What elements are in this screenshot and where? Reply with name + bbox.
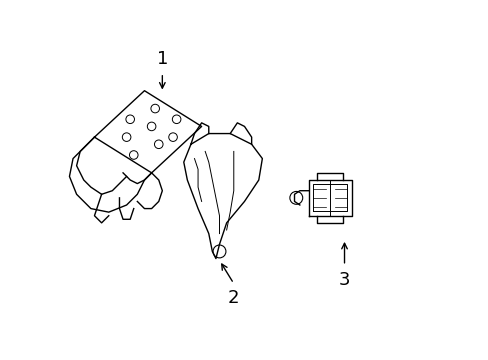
Text: 1: 1 bbox=[156, 50, 168, 68]
Text: 3: 3 bbox=[338, 271, 349, 289]
Text: 2: 2 bbox=[227, 289, 239, 307]
